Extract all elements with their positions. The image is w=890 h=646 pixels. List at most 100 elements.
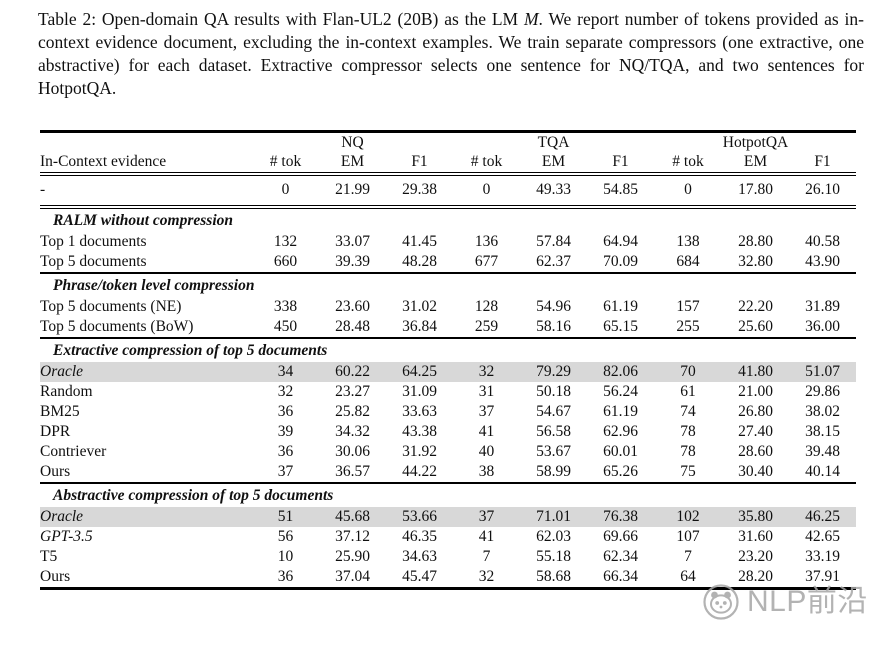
cell: 66.34 [603, 568, 638, 585]
column-header-f1: F1 [587, 152, 654, 176]
caption-math-variable: M [523, 9, 539, 29]
cell: 28.48 [335, 318, 370, 335]
row-label: Ours [40, 463, 71, 480]
cell: 37.04 [335, 568, 370, 585]
table-row: Ours 36 37.04 45.47 32 58.68 66.34 64 28.20 37.91 [40, 567, 856, 589]
row-label: GPT-3.5 [40, 528, 93, 545]
cell: 78 [680, 423, 696, 440]
cell: 54.96 [536, 298, 571, 315]
column-header-evidence: In-Context evidence [40, 152, 252, 176]
spacer [789, 132, 856, 153]
cell: 36.57 [335, 463, 370, 480]
spacer [453, 132, 520, 153]
table-body: -0 21.99 29.38 0 49.33 54.85 0 17.80 26.10 RALM w… [40, 174, 856, 589]
cell: 36 [277, 568, 294, 585]
cell: 56 [277, 528, 294, 545]
cell: 338 [273, 298, 298, 315]
cell: 69.66 [603, 528, 638, 545]
cell: 132 [273, 233, 298, 250]
row-label: BM25 [40, 403, 80, 420]
cell: 28.80 [738, 233, 773, 250]
section-title: RALM without compression [40, 206, 856, 232]
cell: 102 [676, 508, 700, 525]
cell: 40.14 [805, 463, 840, 480]
cell: 61.19 [603, 403, 638, 420]
cell: 38.15 [805, 423, 840, 440]
cell: 62.34 [603, 548, 638, 565]
cell: 61 [680, 383, 696, 400]
caption-text-2: . We report number of tokens provided as… [38, 9, 864, 98]
cell: 450 [273, 318, 298, 335]
cell: 29.86 [805, 383, 840, 400]
section-title-row: Extractive compression of top 5 document… [40, 337, 856, 362]
spacer [587, 132, 654, 153]
cell: 82.06 [603, 363, 638, 380]
spacer [654, 132, 722, 153]
cell: 56.24 [603, 383, 638, 400]
results-table: NQ TQA HotpotQA In-Context evidence # to… [40, 130, 856, 590]
cell: 33.07 [335, 233, 370, 250]
cell: 37.91 [805, 568, 840, 585]
cell: 39 [277, 423, 294, 440]
cell: 25.82 [335, 403, 370, 420]
cell: 0 [252, 174, 319, 209]
cell: 64.94 [603, 233, 638, 250]
cell: 31.92 [402, 443, 437, 460]
cell: 74 [680, 403, 696, 420]
cell: 40.58 [805, 233, 840, 250]
cell: 31 [478, 383, 495, 400]
cell: 7 [684, 548, 692, 565]
row-label: Ours [40, 568, 71, 585]
row-label: DPR [40, 423, 71, 440]
cell: 71.01 [536, 508, 571, 525]
table-row: Oracle 34 60.22 64.25 32 79.29 82.06 70 41.80 51.… [40, 362, 856, 382]
cell: 53.66 [402, 508, 437, 525]
cell: 37 [478, 403, 495, 420]
table-row: Oracle 51 45.68 53.66 37 71.01 76.38 102 35.80 46… [40, 507, 856, 527]
column-header-em: EM [520, 152, 587, 176]
spacer [386, 132, 453, 153]
cell: 79.29 [536, 363, 571, 380]
section-title-row: RALM without compression [40, 206, 856, 232]
table-row: GPT-3.5 56 37.12 46.35 41 62.03 69.66 107 31.60 4… [40, 527, 856, 547]
table-row: T5 10 25.90 34.63 7 55.18 62.34 7 23.20 33.19 [40, 547, 856, 567]
caption-text-1: Table 2: Open-domain QA results with Fla… [38, 9, 524, 29]
cell: 62.37 [536, 253, 571, 270]
column-header-row: In-Context evidence # tok EM F1 # tok EM… [40, 152, 856, 176]
cell: 128 [474, 298, 499, 315]
cell: 34.63 [402, 548, 437, 565]
row-label: - [40, 174, 252, 209]
cell: 51 [277, 508, 294, 525]
cell: 40 [478, 443, 495, 460]
column-header-f1: F1 [789, 152, 856, 176]
cell: 36 [277, 443, 294, 460]
cell: 76.38 [603, 508, 638, 525]
cell: 62.96 [603, 423, 638, 440]
cell: 54.85 [587, 174, 654, 209]
cell: 38.02 [805, 403, 840, 420]
cell: 46.35 [402, 528, 437, 545]
section-title-row: Phrase/token level compression [40, 272, 856, 297]
cell: 30.40 [738, 463, 773, 480]
table-head: NQ TQA HotpotQA In-Context evidence # to… [40, 132, 856, 176]
cell: 32 [478, 363, 495, 380]
cell: 0 [654, 174, 722, 209]
cell: 677 [474, 253, 499, 270]
row-label: Top 1 documents [40, 233, 147, 250]
cell: 36 [277, 403, 294, 420]
section-title-row: Abstractive compression of top 5 documen… [40, 482, 856, 507]
cell: 26.10 [789, 174, 856, 209]
row-label: Oracle [40, 363, 84, 380]
cell: 31.89 [805, 298, 840, 315]
row-label: T5 [40, 548, 58, 565]
cell: 78 [680, 443, 696, 460]
cell: 41 [478, 423, 495, 440]
spacer [40, 132, 252, 153]
cell: 57.84 [536, 233, 571, 250]
row-label: Top 5 documents (NE) [40, 298, 182, 315]
cell: 51.07 [805, 363, 840, 380]
cell: 62.03 [536, 528, 571, 545]
cell: 42.65 [805, 528, 840, 545]
group-header-hotpotqa: HotpotQA [722, 134, 789, 151]
table-row: Top 1 documents 132 33.07 41.45 136 57.84 64.9… [40, 232, 856, 252]
